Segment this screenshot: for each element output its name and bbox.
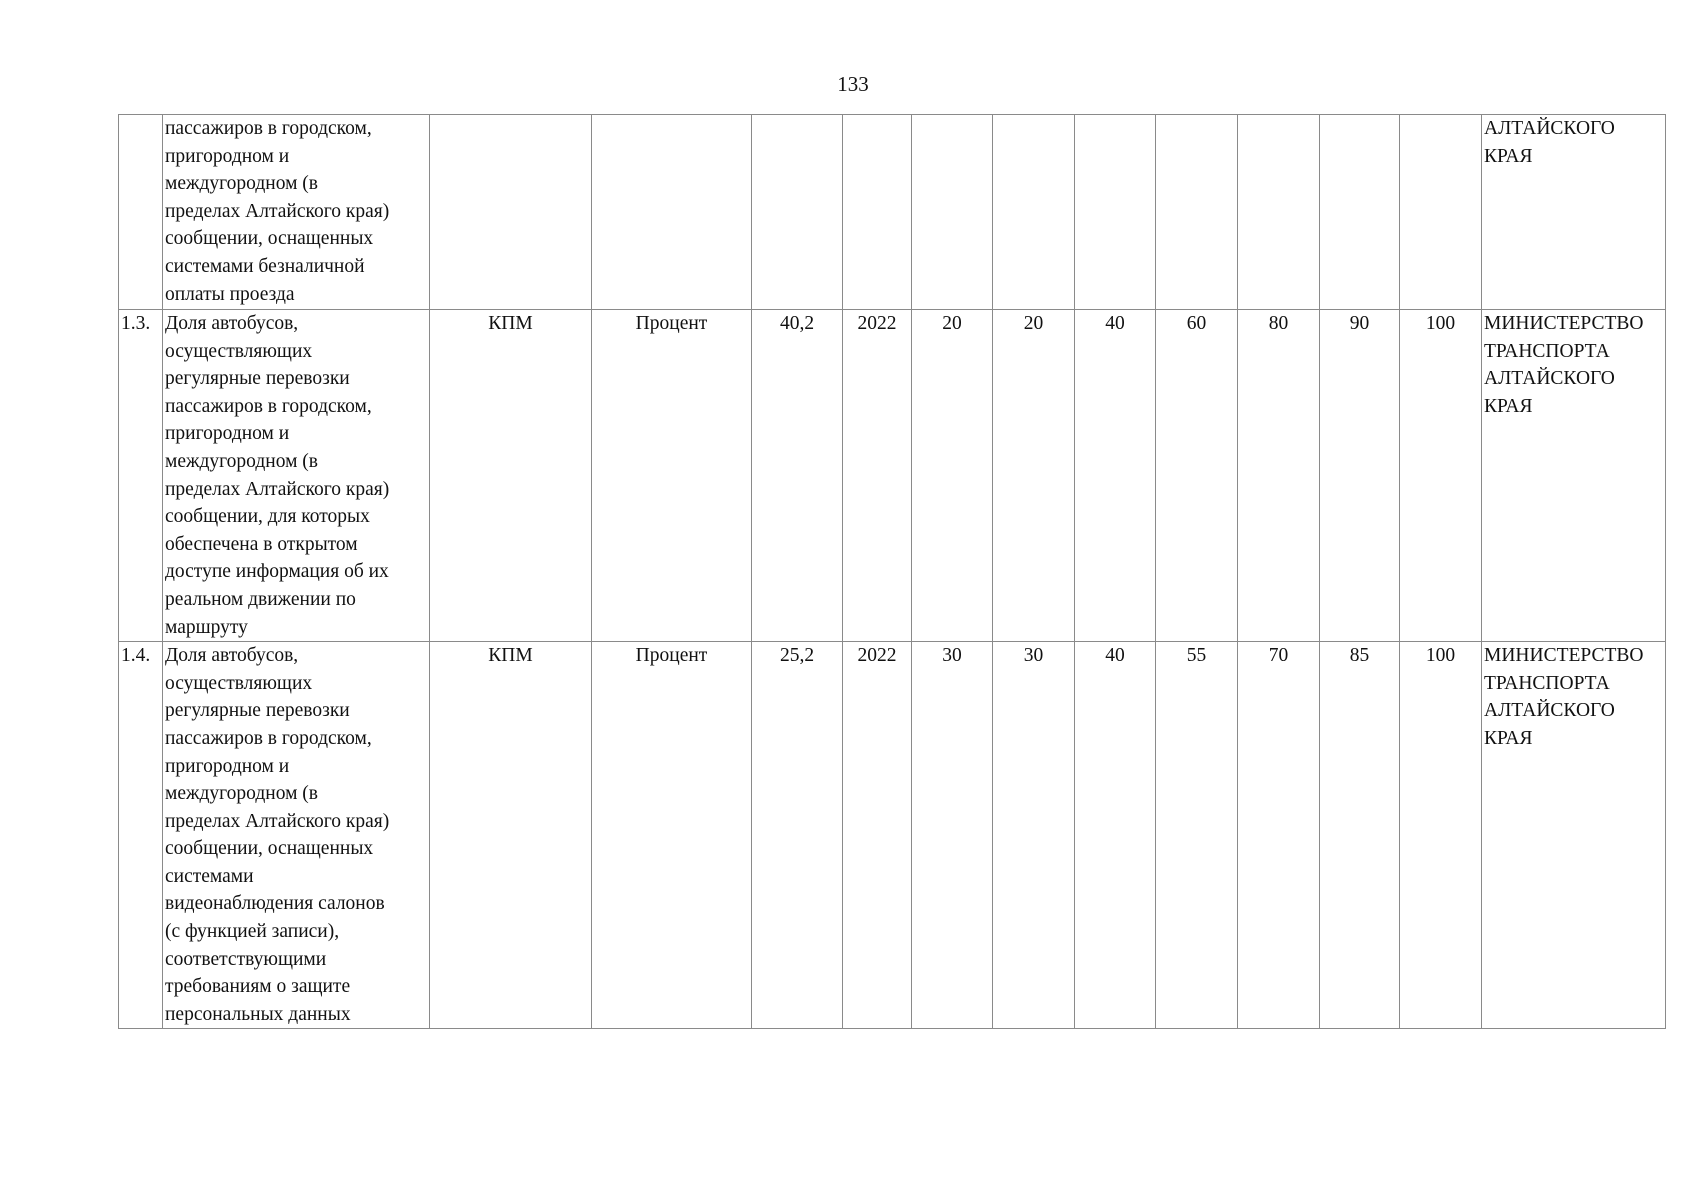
year-value <box>1237 114 1320 310</box>
year-value: 40 <box>1074 641 1156 1030</box>
row-number: 1.3. <box>118 308 163 643</box>
indicator-type: КПМ <box>429 308 592 643</box>
responsible-body: МИНИСТЕРСТВО ТРАНСПОРТА АЛТАЙСКОГО КРАЯ <box>1481 308 1666 643</box>
year-value <box>1399 114 1482 310</box>
indicator-name: пассажиров в городском, пригородном и ме… <box>162 114 430 310</box>
indicator-type: КПМ <box>429 641 592 1030</box>
year-value: 85 <box>1319 641 1400 1030</box>
year-value <box>1155 114 1238 310</box>
year-value: 60 <box>1155 308 1238 643</box>
row-number: 1.4. <box>118 641 163 1030</box>
unit-of-measure: Процент <box>591 308 752 643</box>
unit-of-measure <box>591 114 752 310</box>
table-row: пассажиров в городском, пригородном и ме… <box>118 114 1666 310</box>
page-number: 133 <box>837 72 869 96</box>
base-year <box>842 114 912 310</box>
base-value: 25,2 <box>751 641 843 1030</box>
year-value <box>1074 114 1156 310</box>
year-value <box>992 114 1075 310</box>
table-row: 1.3. Доля автобусов, осуществляющих регул… <box>118 308 1666 643</box>
table-row: 1.4. Доля автобусов, осуществляющих регул… <box>118 641 1666 1030</box>
indicator-type <box>429 114 592 310</box>
indicator-name: Доля автобусов, осуществляющих регулярны… <box>162 308 430 643</box>
year-value <box>911 114 993 310</box>
year-value: 40 <box>1074 308 1156 643</box>
year-value: 30 <box>992 641 1075 1030</box>
base-value: 40,2 <box>751 308 843 643</box>
row-number <box>118 114 163 310</box>
year-value: 100 <box>1399 641 1482 1030</box>
year-value: 70 <box>1237 641 1320 1030</box>
year-value: 30 <box>911 641 993 1030</box>
year-value: 90 <box>1319 308 1400 643</box>
base-value <box>751 114 843 310</box>
year-value: 55 <box>1155 641 1238 1030</box>
year-value: 80 <box>1237 308 1320 643</box>
base-year: 2022 <box>842 641 912 1030</box>
year-value: 100 <box>1399 308 1482 643</box>
year-value: 20 <box>992 308 1075 643</box>
responsible-body: МИНИСТЕРСТВО ТРАНСПОРТА АЛТАЙСКОГО КРАЯ <box>1481 641 1666 1030</box>
unit-of-measure: Процент <box>591 641 752 1030</box>
year-value <box>1319 114 1400 310</box>
base-year: 2022 <box>842 308 912 643</box>
indicators-table: пассажиров в городском, пригородном и ме… <box>118 114 1666 1030</box>
year-value: 20 <box>911 308 993 643</box>
indicator-name: Доля автобусов, осуществляющих регулярны… <box>162 641 430 1030</box>
responsible-body: АЛТАЙСКОГО КРАЯ <box>1481 114 1666 310</box>
